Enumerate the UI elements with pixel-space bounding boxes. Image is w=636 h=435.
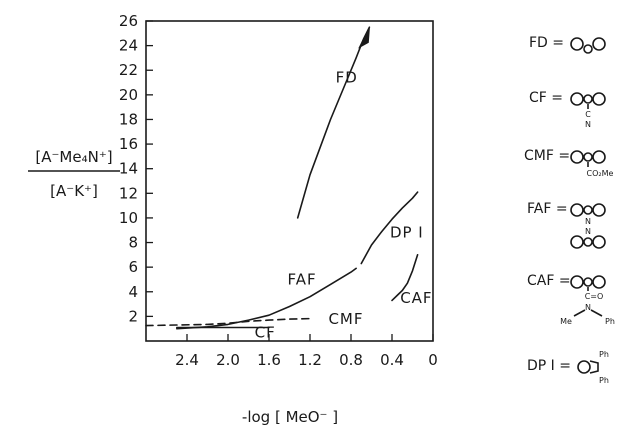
key-cmf-label: CMF = (524, 148, 570, 164)
curve-label-faf: FAF (287, 270, 316, 288)
y-axis-title: [A⁻Me₄N⁺] [A⁻K⁺] (28, 148, 120, 200)
series-line-fd (296, 26, 371, 219)
curve-label-dpi: DP I (390, 224, 424, 242)
y-tick-label: 12 (119, 184, 138, 202)
curve-label-cmf: CMF (328, 310, 363, 328)
curve-label-caf: CAF (400, 289, 432, 307)
y-tick-label: 2 (128, 307, 138, 325)
key-faf-label: FAF = (527, 201, 568, 217)
cf-n-label: N (585, 120, 591, 129)
dpi-ph2-label: Ph (599, 376, 609, 385)
key-dpi: DP I = Ph Ph (527, 350, 609, 385)
series-line-dpi (360, 191, 419, 265)
key-cmf: CMF = CO₂Me (524, 148, 614, 178)
series-layer (145, 26, 419, 330)
fd-filled-wedge (358, 26, 370, 49)
structure-key: FD = CF = C N CMF = (524, 35, 615, 385)
key-cf: CF = C N (529, 90, 606, 129)
y-axis-numerator: [A⁻Me₄N⁺] (35, 148, 112, 166)
caf-ph-label: Ph (605, 317, 615, 326)
y-tick-label: 22 (119, 61, 138, 79)
caf-me-label: Me (560, 317, 572, 326)
y-tick-label: 20 (119, 86, 138, 104)
x-tick-label: 0 (428, 351, 438, 369)
key-dpi-label: DP I = (527, 358, 571, 374)
key-fd-label: FD = (529, 35, 564, 51)
faf-n1-label: N (585, 217, 591, 226)
x-tick-label: 0.8 (339, 351, 363, 369)
cf-c-label: C (585, 110, 591, 119)
cyanofluorene-structure-icon: C N (570, 92, 606, 129)
curve-label-cf: CF (255, 323, 276, 341)
x-tick-label: 2.4 (175, 351, 199, 369)
y-tick-label: 14 (119, 160, 138, 178)
y-tick-label: 4 (128, 283, 138, 301)
x-axis-title: -log [ MeO⁻ ] (242, 408, 338, 426)
diphenylindene-structure-icon: Ph Ph (577, 350, 609, 385)
plot-frame (145, 20, 434, 342)
dpi-ph1-label: Ph (599, 350, 609, 359)
series-line-cmf (145, 317, 311, 327)
x-tick-label: 0.4 (380, 351, 404, 369)
y-tick-label: 6 (128, 258, 138, 276)
y-tick-label: 10 (119, 209, 138, 227)
cmf-ester-label: CO₂Me (587, 169, 614, 178)
y-axis-denominator: [A⁻K⁺] (50, 182, 98, 200)
carboxamidefluorene-structure-icon: C=O N Me Ph (560, 275, 615, 326)
y-tick-label: 24 (119, 37, 138, 55)
caf-n-label: N (585, 303, 591, 312)
y-tick-label: 18 (119, 110, 138, 128)
carbomethoxyfluorene-structure-icon: CO₂Me (570, 150, 614, 178)
azine-structure-icon: N N (570, 203, 606, 249)
curve-label-fd: FD (336, 69, 358, 87)
key-faf: FAF = N N (527, 201, 606, 249)
series-line-caf (391, 254, 419, 302)
key-cf-label: CF = (529, 90, 563, 106)
x-tick-label: 1.6 (257, 351, 281, 369)
curve-labels: FD FAF DP I CAF CMF CF (255, 69, 432, 342)
y-tick-label: 16 (119, 135, 138, 153)
y-tick-label: 26 (119, 12, 138, 30)
y-tick-label: 8 (128, 234, 138, 252)
key-fd: FD = (529, 35, 606, 54)
fluorene-structure-icon (570, 37, 606, 54)
series-line-faf (176, 267, 357, 330)
x-tick-label: 2.0 (216, 351, 240, 369)
caf-carbonyl-label: C=O (585, 292, 604, 301)
x-tick-label: 1.2 (298, 351, 322, 369)
key-caf-label: CAF = (527, 273, 571, 289)
faf-n2-label: N (585, 227, 591, 236)
key-caf: CAF = C=O N Me Ph (527, 273, 615, 326)
